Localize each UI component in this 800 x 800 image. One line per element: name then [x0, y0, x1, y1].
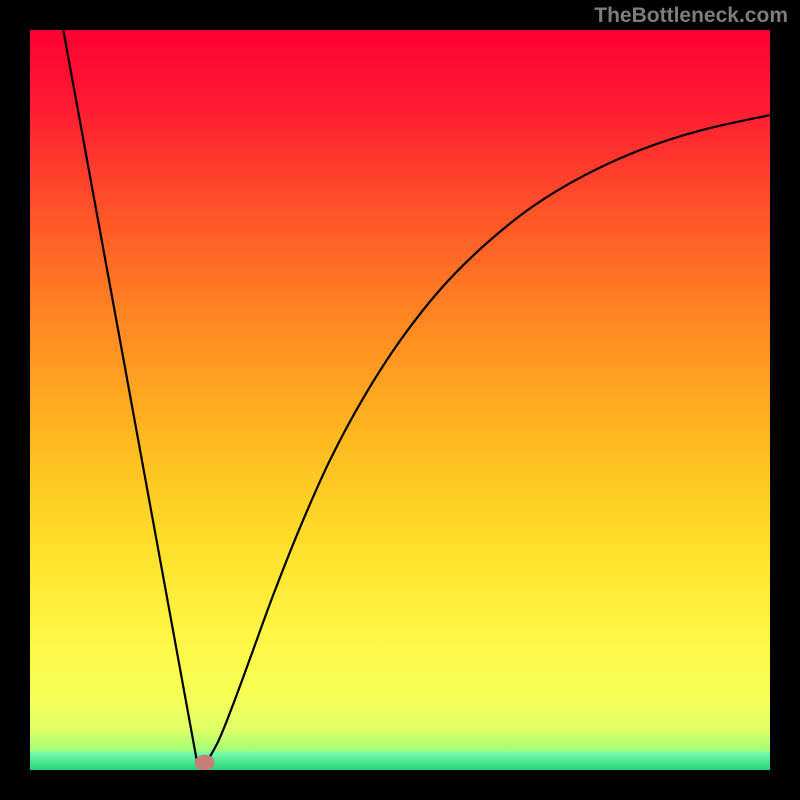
plot-area	[30, 30, 770, 770]
optimum-marker	[195, 755, 215, 770]
watermark-text: TheBottleneck.com	[594, 4, 788, 28]
green-band	[30, 752, 770, 771]
gradient-background	[30, 30, 770, 770]
plot-svg	[30, 30, 770, 770]
figure-canvas: TheBottleneck.com	[0, 0, 800, 800]
